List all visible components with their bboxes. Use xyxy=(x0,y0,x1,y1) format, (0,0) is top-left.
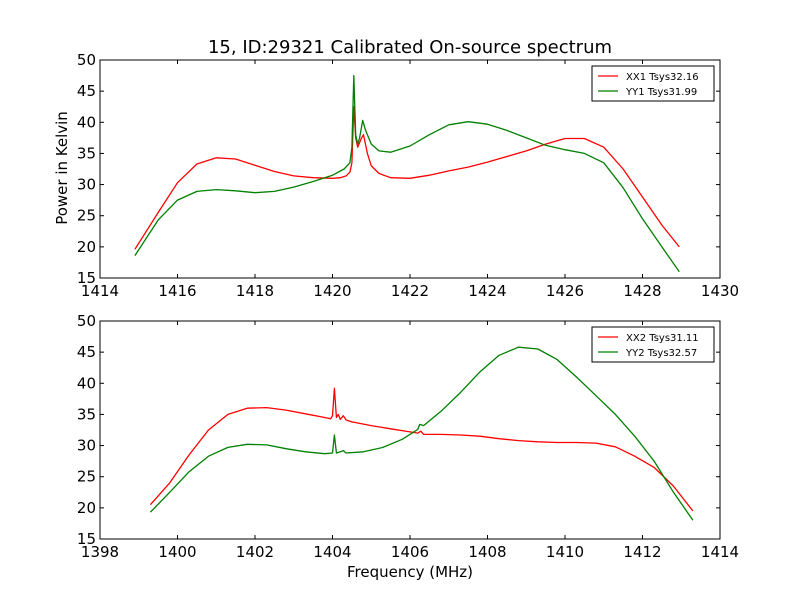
x-tick-label: 1402 xyxy=(236,543,274,561)
legend-label: YY1 Tsys31.99 xyxy=(625,87,697,98)
y-tick-label: 40 xyxy=(77,113,96,131)
x-tick-label: 1414 xyxy=(701,543,739,561)
x-tick-label: 1416 xyxy=(158,282,196,300)
legend-2: XX2 Tsys31.11 YY2 Tsys32.57 xyxy=(591,326,715,363)
x-tick-label: 1404 xyxy=(313,543,351,561)
x-tick-label: 1400 xyxy=(158,543,196,561)
y-tick-label: 30 xyxy=(77,437,96,455)
x-tick-label: 1418 xyxy=(236,282,274,300)
x-tick-label: 1412 xyxy=(623,543,661,561)
y-tick-label: 45 xyxy=(77,343,96,361)
x-tick-label: 1420 xyxy=(313,282,351,300)
x-tick-label: 1414 xyxy=(81,282,119,300)
x-tick-label: 1408 xyxy=(468,543,506,561)
legend-box xyxy=(591,326,715,363)
x-tick-label: 1422 xyxy=(391,282,429,300)
x-tick-label: 1398 xyxy=(81,543,119,561)
legend-1: XX1 Tsys32.16 YY1 Tsys31.99 xyxy=(591,65,715,102)
y-tick-label: 40 xyxy=(77,374,96,392)
x-axis-label: Frequency (MHz) xyxy=(347,563,473,581)
y-tick-label: 45 xyxy=(77,82,96,100)
legend-label: YY2 Tsys32.57 xyxy=(625,348,697,359)
y-tick-label: 20 xyxy=(77,238,96,256)
y-tick-label: 20 xyxy=(77,499,96,517)
series-line-2-1 xyxy=(149,387,694,512)
y-tick-label: 35 xyxy=(77,144,96,162)
x-tick-label: 1426 xyxy=(546,282,584,300)
x-tick-label: 1428 xyxy=(623,282,661,300)
chart-title: 15, ID:29321 Calibrated On-source spectr… xyxy=(208,37,612,58)
x-tick-label: 1406 xyxy=(391,543,429,561)
series-line-1-1 xyxy=(134,106,680,250)
x-tick-label: 1430 xyxy=(701,282,739,300)
y-tick-label: 35 xyxy=(77,405,96,423)
y-tick-label: 50 xyxy=(77,312,96,330)
legend-label: XX2 Tsys31.11 xyxy=(626,333,699,344)
x-tick-label: 1410 xyxy=(546,543,584,561)
y-tick-label: 15 xyxy=(77,269,96,287)
y-tick-label: 50 xyxy=(77,51,96,69)
series-line-1-2 xyxy=(134,74,680,273)
panel-2: 1398 1400 1402 1404 1406 1408 1410 1412 1414 15 20… xyxy=(77,312,739,561)
y-tick-label: 25 xyxy=(77,468,96,486)
y-tick-label: 25 xyxy=(77,207,96,225)
legend-label: XX1 Tsys32.16 xyxy=(626,72,699,83)
series-line-2-2 xyxy=(149,346,694,521)
panel-1: 1414 1416 1418 1420 1422 1424 1426 1428 1430 15 20… xyxy=(77,51,739,300)
y-tick-label: 30 xyxy=(77,176,96,194)
x-tick-label: 1424 xyxy=(468,282,506,300)
y-tick-label: 15 xyxy=(77,530,96,548)
plot-panels: 1414 1416 1418 1420 1422 1424 1426 1428 1430 15 20… xyxy=(77,51,739,561)
legend-box xyxy=(591,65,715,102)
y-axis-label: Power in Kelvin xyxy=(53,111,71,225)
